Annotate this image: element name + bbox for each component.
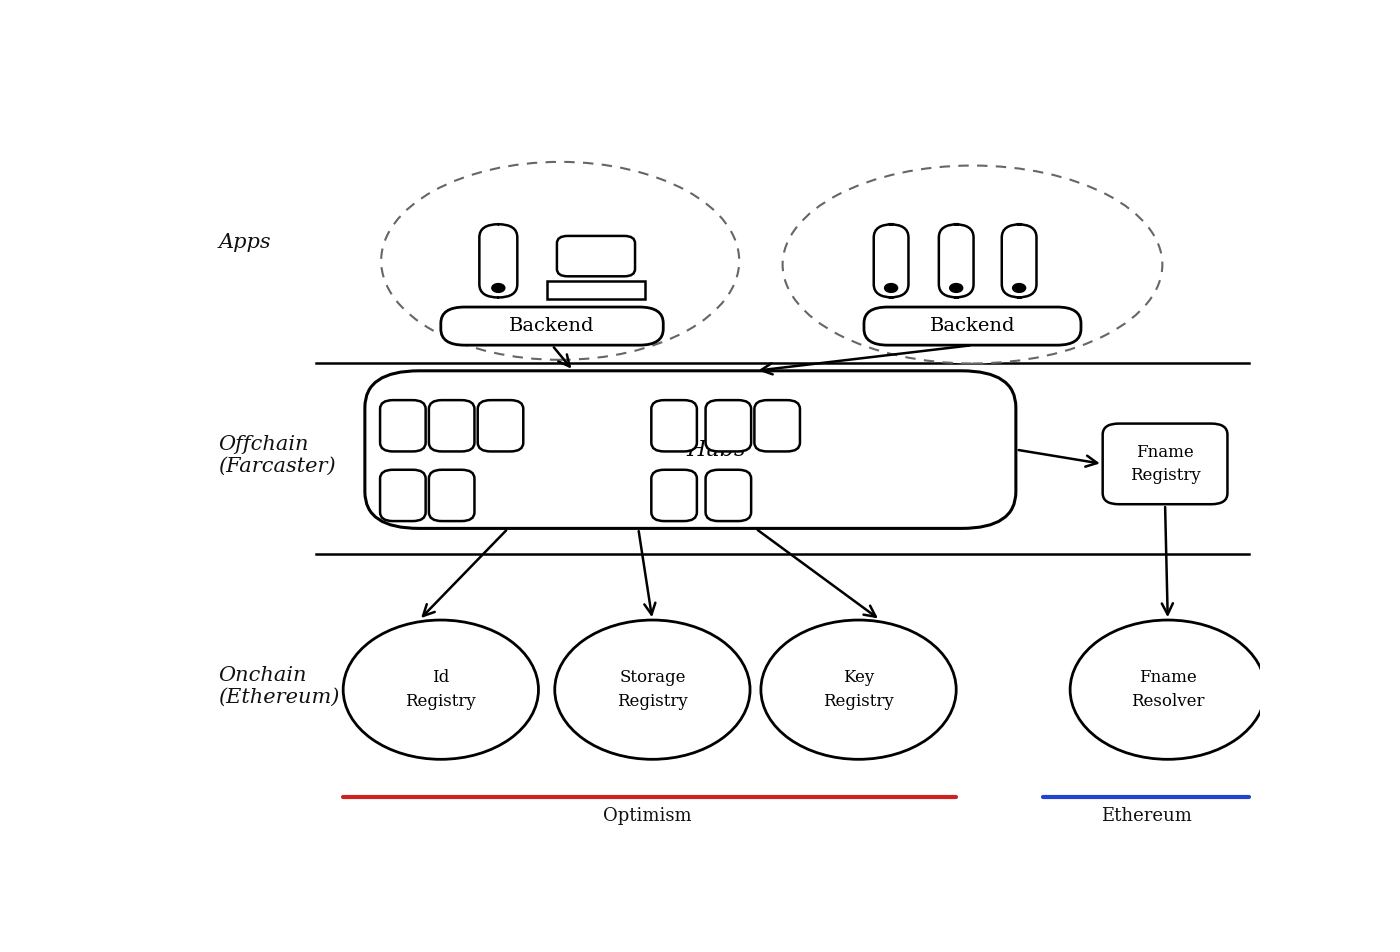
Text: Fname
Resolver: Fname Resolver	[1131, 669, 1204, 710]
Text: Fname
Registry: Fname Registry	[1130, 445, 1200, 484]
FancyBboxPatch shape	[379, 400, 426, 451]
Text: Backend: Backend	[510, 317, 595, 335]
Ellipse shape	[554, 620, 750, 760]
FancyBboxPatch shape	[706, 469, 752, 521]
FancyBboxPatch shape	[864, 307, 1081, 346]
Ellipse shape	[783, 166, 1162, 364]
Ellipse shape	[762, 620, 956, 760]
FancyBboxPatch shape	[365, 370, 1016, 528]
Text: Storage
Registry: Storage Registry	[617, 669, 687, 710]
FancyBboxPatch shape	[479, 225, 518, 297]
Text: Key
Registry: Key Registry	[823, 669, 895, 710]
Text: Id
Registry: Id Registry	[406, 669, 476, 710]
Circle shape	[1012, 284, 1026, 292]
FancyBboxPatch shape	[939, 225, 973, 297]
Circle shape	[885, 284, 897, 292]
Ellipse shape	[381, 162, 739, 360]
Text: Apps: Apps	[218, 233, 272, 252]
Text: Onchain
(Ethereum): Onchain (Ethereum)	[218, 665, 340, 706]
FancyBboxPatch shape	[428, 469, 475, 521]
FancyBboxPatch shape	[477, 400, 524, 451]
FancyBboxPatch shape	[1002, 225, 1036, 297]
Ellipse shape	[343, 620, 539, 760]
FancyBboxPatch shape	[874, 225, 909, 297]
FancyBboxPatch shape	[441, 307, 664, 346]
FancyBboxPatch shape	[428, 400, 475, 451]
FancyBboxPatch shape	[651, 469, 697, 521]
Circle shape	[949, 284, 963, 292]
Circle shape	[491, 284, 505, 292]
FancyBboxPatch shape	[557, 236, 636, 276]
Text: Hubs: Hubs	[687, 439, 746, 461]
FancyBboxPatch shape	[755, 400, 799, 451]
Text: Backend: Backend	[930, 317, 1015, 335]
Text: Optimism: Optimism	[602, 807, 692, 825]
FancyBboxPatch shape	[379, 469, 426, 521]
Text: Ethereum: Ethereum	[1100, 807, 1191, 825]
Text: Offchain
(Farcaster): Offchain (Farcaster)	[218, 435, 336, 476]
FancyBboxPatch shape	[1103, 424, 1228, 505]
Ellipse shape	[1070, 620, 1266, 760]
FancyBboxPatch shape	[706, 400, 752, 451]
FancyBboxPatch shape	[651, 400, 697, 451]
Bar	[547, 281, 645, 299]
